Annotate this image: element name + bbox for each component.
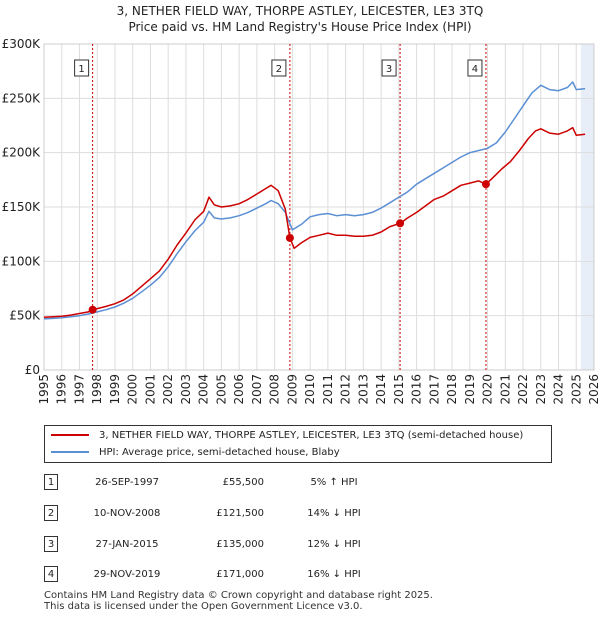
y-tick-label: £300K [2, 37, 42, 51]
legend-label-property: 3, NETHER FIELD WAY, THORPE ASTLEY, LEIC… [99, 430, 524, 441]
x-tick-label: 2023 [534, 374, 548, 405]
sale-date: 10-NOV-2008 [93, 508, 161, 519]
sale-hpi-diff: 16% ↓ HPI [307, 569, 361, 580]
x-tick-label: 2020 [481, 374, 495, 405]
property-price-line [43, 126, 586, 319]
x-tick-label: 1999 [108, 374, 122, 405]
sale-marker-label: 4 [472, 64, 478, 75]
x-tick-label: 2004 [197, 374, 211, 405]
sale-number-badge: 4 [44, 566, 58, 582]
legend-swatch-property [51, 434, 89, 436]
x-tick-label: 2021 [498, 374, 512, 405]
sale-marker-badge [74, 59, 90, 77]
x-tick-label: 1998 [90, 374, 104, 405]
sale-number-badge: 1 [44, 474, 58, 490]
x-tick-label: 2022 [516, 374, 530, 405]
sale-price: £171,000 [216, 569, 264, 580]
chart-title: 3, NETHER FIELD WAY, THORPE ASTLEY, LEIC… [116, 4, 484, 18]
x-tick-label: 2007 [250, 374, 264, 405]
x-tick-label: 2014 [374, 374, 388, 405]
legend-swatch-hpi [51, 451, 89, 453]
sale-point [396, 219, 405, 228]
x-tick-label: 2013 [356, 374, 370, 405]
x-tick-label: 1995 [37, 374, 51, 405]
y-tick-label: £100K [2, 254, 42, 268]
sale-marker-label: 3 [386, 64, 392, 75]
footer-copyright: Contains HM Land Registry data © Crown c… [44, 590, 433, 601]
legend-label-hpi: HPI: Average price, semi-detached house,… [99, 447, 340, 458]
sale-point [88, 305, 97, 314]
sale-number-badge: 3 [44, 536, 58, 552]
sale-price: £55,500 [222, 477, 264, 488]
y-tick-label: £150K [2, 200, 42, 214]
x-tick-label: 2015 [392, 374, 406, 405]
sale-point [285, 233, 294, 242]
sale-number-badge: 2 [44, 505, 58, 521]
x-tick-label: 2012 [339, 374, 353, 405]
x-tick-label: 2009 [285, 374, 299, 405]
sale-marker-label: 2 [276, 64, 282, 75]
x-tick-label: 2026 [587, 374, 600, 405]
sale-price: £135,000 [216, 539, 264, 550]
x-tick-label: 1996 [55, 374, 69, 405]
sale-hpi-diff: 12% ↓ HPI [307, 539, 361, 550]
x-tick-label: 2011 [321, 374, 335, 405]
y-tick-label: £0 [25, 363, 40, 377]
x-tick-label: 2018 [445, 374, 459, 405]
y-tick-label: £200K [2, 146, 42, 160]
sale-date: 26-SEP-1997 [95, 477, 159, 488]
plot-frame [43, 43, 595, 371]
y-tick-label: £50K [9, 309, 41, 323]
x-tick-label: 2000 [126, 374, 140, 405]
x-tick-label: 2005 [214, 374, 228, 405]
x-tick-label: 2019 [463, 374, 477, 405]
sale-hpi-diff: 14% ↓ HPI [307, 508, 361, 519]
x-tick-label: 2010 [303, 374, 317, 405]
x-tick-label: 2024 [552, 374, 566, 405]
legend: 3, NETHER FIELD WAY, THORPE ASTLEY, LEIC… [44, 425, 552, 463]
x-tick-label: 2025 [569, 374, 583, 405]
hpi-line [43, 81, 586, 320]
x-tick-label: 2016 [410, 374, 424, 405]
chart-subtitle: Price paid vs. HM Land Registry's House … [128, 20, 472, 34]
sale-point [481, 180, 490, 189]
sale-marker-badge [467, 59, 483, 77]
sale-date: 27-JAN-2015 [95, 539, 159, 550]
x-tick-label: 2001 [143, 374, 157, 405]
x-tick-label: 2003 [179, 374, 193, 405]
footer-licence: This data is licensed under the Open Gov… [44, 601, 363, 612]
sale-marker-label: 1 [78, 64, 84, 75]
legend-item-property: 3, NETHER FIELD WAY, THORPE ASTLEY, LEIC… [51, 428, 523, 444]
sale-hpi-diff: 5% ↑ HPI [310, 477, 358, 488]
x-tick-label: 2006 [232, 374, 246, 405]
x-tick-label: 1997 [72, 374, 86, 405]
sale-marker-badge [381, 59, 397, 77]
y-tick-label: £250K [2, 91, 42, 105]
sale-date: 29-NOV-2019 [93, 569, 161, 580]
x-tick-label: 2008 [268, 374, 282, 405]
sale-marker-badge [271, 59, 287, 77]
sale-price: £121,500 [216, 508, 264, 519]
x-tick-label: 2002 [161, 374, 175, 405]
legend-item-hpi: HPI: Average price, semi-detached house,… [51, 445, 340, 461]
x-tick-label: 2017 [427, 374, 441, 405]
